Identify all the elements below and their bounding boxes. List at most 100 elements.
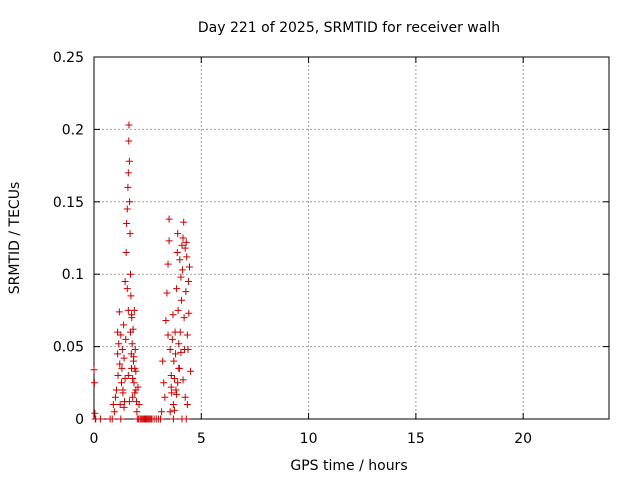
data-point [185,263,193,271]
data-point [157,415,165,423]
data-point [124,306,132,314]
data-point [176,328,184,336]
data-point [131,345,139,353]
data-point [172,386,180,394]
data-point [126,230,134,238]
data-point [130,306,138,314]
data-point [162,317,170,325]
data-point [161,393,169,401]
data-point [164,260,172,268]
data-point [90,379,98,387]
data-point [169,415,177,423]
data-point [118,345,126,353]
data-point [167,383,175,391]
data-point [131,364,139,372]
data-point [118,364,126,372]
y-tick-label: 0.15 [53,195,84,211]
data-point [109,401,117,409]
data-point [117,331,125,339]
data-point [183,401,191,409]
data-point [165,215,173,223]
data-point [120,403,128,411]
data-point [159,357,167,365]
data-point [170,374,178,382]
data-point [169,311,177,319]
data-point [126,198,134,206]
data-point [174,230,182,238]
data-point [134,383,142,391]
data-point [177,348,185,356]
data-point [115,340,123,348]
data-point [173,285,181,293]
data-point [108,415,116,423]
x-axis-label: GPS time / hours [290,458,407,474]
x-tick-label: 20 [514,431,532,447]
data-point [111,393,119,401]
data-point [163,289,171,297]
data-point [121,277,129,285]
data-point [122,335,130,343]
data-point [167,372,175,380]
data-point [126,270,134,278]
y-tick-label: 0.25 [53,50,84,66]
data-point [180,218,188,226]
data-point [96,415,104,423]
data-point [115,308,123,316]
data-point [133,408,141,416]
data-point [120,321,128,329]
data-point [174,306,182,314]
data-point [116,401,124,409]
y-tick-label: 0 [75,412,84,428]
y-tick-label: 0.05 [53,340,84,356]
data-point [175,340,183,348]
data-point [125,121,133,129]
data-point [169,401,177,409]
data-point [114,328,122,336]
data-point [131,389,139,397]
data-point [164,331,172,339]
data-point [119,386,127,394]
data-point [123,205,131,213]
data-point [130,379,138,387]
gridlines [94,57,609,419]
data-point [128,340,136,348]
data-point [129,374,137,382]
data-point [127,292,135,300]
data-point [176,256,184,264]
data-point [160,379,168,387]
data-point [129,393,137,401]
data-point [114,350,122,358]
data-points [90,121,195,423]
data-point [175,364,183,372]
data-point [123,220,131,228]
data-point [125,137,133,145]
data-point [170,357,178,365]
data-point [166,345,174,353]
data-point [165,237,173,245]
data-point [183,331,191,339]
data-point [110,408,118,416]
data-point [172,350,180,358]
data-point [113,386,121,394]
data-point [179,234,187,242]
data-point [177,273,185,281]
x-tick-label: 15 [407,431,425,447]
data-point [182,238,190,246]
data-point [179,376,187,384]
x-tick-label: 10 [300,431,318,447]
data-point [184,277,192,285]
data-point [124,169,132,177]
data-point [182,415,190,423]
data-point [135,401,143,409]
data-point [174,379,182,387]
data-point [166,408,174,416]
data-point [121,374,129,382]
x-tick-label: 0 [90,431,99,447]
data-point [117,379,125,387]
chart-title: Day 221 of 2025, SRMTID for receiver wal… [198,20,500,36]
data-point [178,266,186,274]
data-point [187,367,195,375]
y-tick-label: 0.1 [62,267,84,283]
data-point [117,415,125,423]
data-point [124,183,132,191]
